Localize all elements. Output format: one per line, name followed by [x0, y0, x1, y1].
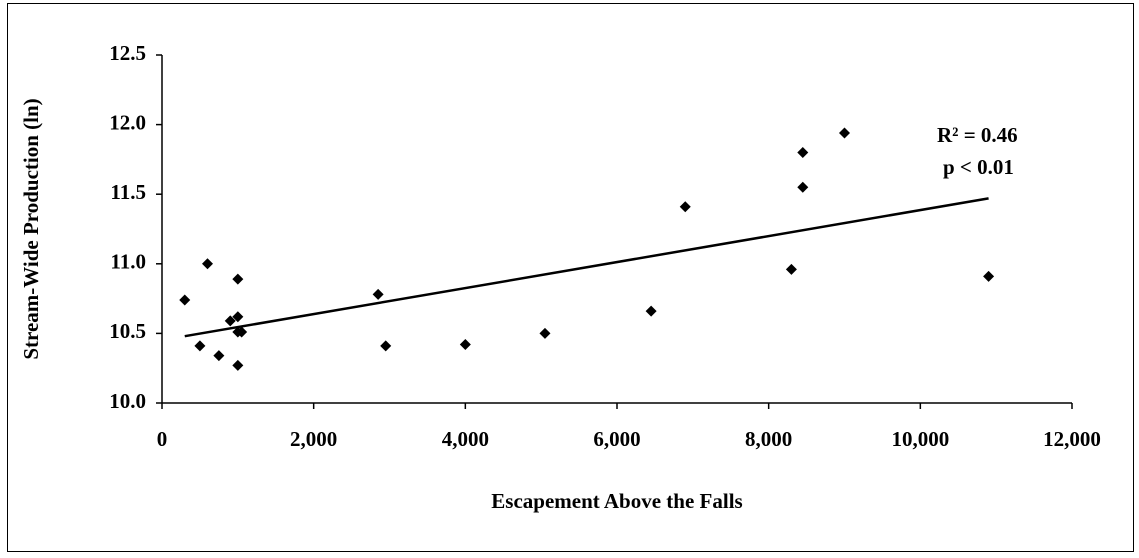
x-tick-label: 10,000 [891, 427, 949, 451]
x-tick-label: 4,000 [442, 427, 489, 451]
y-tick-label: 12.0 [109, 110, 146, 134]
point [380, 340, 392, 352]
x-tick-label: 0 [157, 427, 168, 451]
x-axis-title: Escapement Above the Falls [491, 489, 742, 513]
point [459, 339, 471, 351]
x-tick-label: 8,000 [745, 427, 792, 451]
point [232, 273, 244, 285]
chart-border [7, 3, 1134, 552]
point [983, 270, 995, 282]
y-axis-title: Stream-Wide Production (ln) [19, 98, 43, 359]
y-tick-label: 11.0 [110, 250, 146, 274]
y-tick-label: 10.5 [109, 319, 146, 343]
point [236, 326, 248, 338]
point [202, 258, 213, 270]
y-tick-label: 10.0 [109, 389, 146, 413]
point [194, 340, 206, 352]
x-tick-label: 2,000 [290, 427, 337, 451]
point [645, 305, 657, 317]
x-tick-label: 6,000 [593, 427, 640, 451]
point [232, 359, 244, 371]
trend-line [184, 197, 989, 338]
x-tick-label: 12,000 [1043, 427, 1101, 451]
point [179, 294, 191, 306]
point [839, 127, 850, 139]
point [224, 315, 236, 327]
annotation: p < 0.01 [943, 155, 1014, 179]
point [797, 146, 809, 158]
point [679, 201, 691, 213]
annotation: R² = 0.46 [937, 123, 1018, 147]
y-tick-label: 11.5 [110, 180, 146, 204]
point [539, 327, 551, 339]
point [213, 350, 225, 362]
point [785, 263, 797, 275]
point [372, 288, 384, 300]
point [797, 181, 809, 193]
y-tick-label: 12.5 [109, 41, 146, 65]
point [232, 311, 244, 323]
